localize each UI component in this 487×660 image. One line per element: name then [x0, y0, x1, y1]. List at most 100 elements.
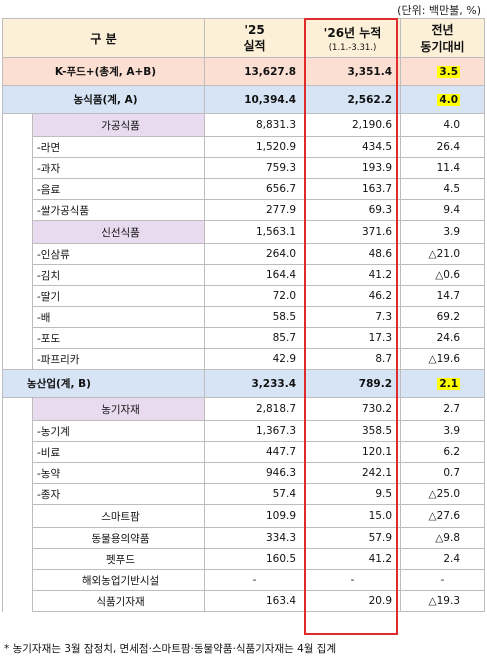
- cell-yoy: 3.5: [400, 57, 486, 86]
- cell-2026: 41.2: [304, 264, 402, 286]
- cell-yoy: △19.6: [400, 348, 486, 370]
- cell-2026: 242.1: [304, 462, 402, 484]
- row-label: -파프리카: [31, 348, 206, 370]
- row-processed-food: 가공식품 8,831.3 2,190.6 4.0: [2, 113, 486, 137]
- table-row: -배 58.5 7.3 69.2: [2, 306, 486, 328]
- cell-2026: 15.0: [304, 504, 402, 528]
- indent-spacer: [2, 348, 33, 370]
- cell-2026: 8.7: [304, 348, 402, 370]
- cell-yoy: 2.1: [400, 369, 486, 398]
- cell-yoy: △9.8: [400, 527, 486, 549]
- cell-2026: 2,190.6: [304, 113, 402, 137]
- cell-2025: 277.9: [204, 199, 306, 221]
- row-label: 농식품(계, A): [1, 85, 206, 114]
- table-row: -과자 759.3 193.9 11.4: [2, 157, 486, 179]
- indent-spacer: [2, 420, 33, 442]
- row-label: -배: [31, 306, 206, 328]
- indent-spacer: [2, 243, 33, 265]
- row-label: 농산업(계, B): [1, 369, 206, 398]
- cell-2025: 1,367.3: [204, 420, 306, 442]
- indent-spacer: [2, 441, 33, 463]
- cell-2025: 759.3: [204, 157, 306, 179]
- cell-2026: 193.9: [304, 157, 402, 179]
- cell-2025: 13,627.8: [204, 57, 306, 86]
- cell-yoy: 14.7: [400, 285, 486, 307]
- row-label: 가공식품: [31, 113, 206, 137]
- row-total: K-푸드+(총계, A+B) 13,627.8 3,351.4 3.5: [1, 57, 486, 86]
- cell-yoy: 11.4: [400, 157, 486, 179]
- row-label: -과자: [31, 157, 206, 179]
- table-row: 스마트팜 109.9 15.0 △27.6: [2, 504, 486, 528]
- indent-spacer: [2, 327, 33, 349]
- cell-2026: 69.3: [304, 199, 402, 221]
- table-row: -인삼류 264.0 48.6 △21.0: [2, 243, 486, 265]
- table-row: -딸기 72.0 46.2 14.7: [2, 285, 486, 307]
- row-label: -포도: [31, 327, 206, 349]
- indent-spacer: [2, 264, 33, 286]
- row-label: -종자: [31, 483, 206, 505]
- export-table-wrapper: 구 분 '25 실적 '26년 누적 (1.1.-3.31.) 전년 동기대비 K-푸…: [1, 18, 486, 612]
- header-2026: '26년 누적 (1.1.-3.31.): [304, 18, 402, 58]
- table-row: -비료 447.7 120.1 6.2: [2, 441, 486, 463]
- row-label: -라면: [31, 136, 206, 158]
- cell-yoy: 69.2: [400, 306, 486, 328]
- row-label: 식품기자재: [31, 590, 206, 612]
- table-row: 펫푸드 160.5 41.2 2.4: [2, 548, 486, 570]
- cell-2026: 57.9: [304, 527, 402, 549]
- cell-2025: 1,563.1: [204, 220, 306, 244]
- cell-2025: 334.3: [204, 527, 306, 549]
- indent-spacer: [2, 157, 33, 179]
- cell-yoy: 4.5: [400, 178, 486, 200]
- indent-spacer: [2, 285, 33, 307]
- row-agri-food: 농식품(계, A) 10,394.4 2,562.2 4.0: [1, 85, 486, 114]
- row-label: -딸기: [31, 285, 206, 307]
- cell-2026: 20.9: [304, 590, 402, 612]
- row-fresh-food: 신선식품 1,563.1 371.6 3.9: [2, 220, 486, 244]
- cell-2025: 109.9: [204, 504, 306, 528]
- cell-yoy: 4.0: [400, 85, 486, 114]
- cell-2026: 358.5: [304, 420, 402, 442]
- row-label: 농기자재: [31, 397, 206, 421]
- cell-2026: 434.5: [304, 136, 402, 158]
- table-row: -농기계 1,367.3 358.5 3.9: [2, 420, 486, 442]
- cell-yoy: △25.0: [400, 483, 486, 505]
- row-label: 펫푸드: [31, 548, 206, 570]
- cell-2026: 7.3: [304, 306, 402, 328]
- header-yoy: 전년 동기대비: [400, 18, 486, 58]
- cell-2025: 163.4: [204, 590, 306, 612]
- cell-yoy: 24.6: [400, 327, 486, 349]
- indent-spacer: [2, 178, 33, 200]
- row-agri-materials: 농기자재 2,818.7 730.2 2.7: [2, 397, 486, 421]
- cell-2025: 58.5: [204, 306, 306, 328]
- unit-note: (단위: 백만불, %): [397, 4, 481, 17]
- row-label: -비료: [31, 441, 206, 463]
- table-header-row: 구 분 '25 실적 '26년 누적 (1.1.-3.31.) 전년 동기대비: [1, 18, 486, 58]
- cell-2025: 447.7: [204, 441, 306, 463]
- cell-2026: 9.5: [304, 483, 402, 505]
- cell-2025: 3,233.4: [204, 369, 306, 398]
- indent-spacer: [2, 306, 33, 328]
- cell-2026: -: [304, 569, 402, 591]
- cell-2025: 85.7: [204, 327, 306, 349]
- indent-spacer: [2, 483, 33, 505]
- cell-2025: 160.5: [204, 548, 306, 570]
- cell-yoy: 2.7: [400, 397, 486, 421]
- table-row: -농약 946.3 242.1 0.7: [2, 462, 486, 484]
- indent-spacer: [2, 569, 33, 591]
- table-row: -음료 656.7 163.7 4.5: [2, 178, 486, 200]
- table-row: -김치 164.4 41.2 △0.6: [2, 264, 486, 286]
- cell-2025: -: [204, 569, 306, 591]
- indent-spacer: [2, 199, 33, 221]
- cell-yoy: △21.0: [400, 243, 486, 265]
- cell-2025: 57.4: [204, 483, 306, 505]
- row-label: -쌀가공식품: [31, 199, 206, 221]
- cell-2025: 264.0: [204, 243, 306, 265]
- indent-spacer: [2, 590, 33, 612]
- cell-2026: 46.2: [304, 285, 402, 307]
- cell-2026: 789.2: [304, 369, 402, 398]
- cell-yoy: 4.0: [400, 113, 486, 137]
- cell-2026: 41.2: [304, 548, 402, 570]
- cell-2026: 371.6: [304, 220, 402, 244]
- cell-yoy: △27.6: [400, 504, 486, 528]
- cell-2025: 164.4: [204, 264, 306, 286]
